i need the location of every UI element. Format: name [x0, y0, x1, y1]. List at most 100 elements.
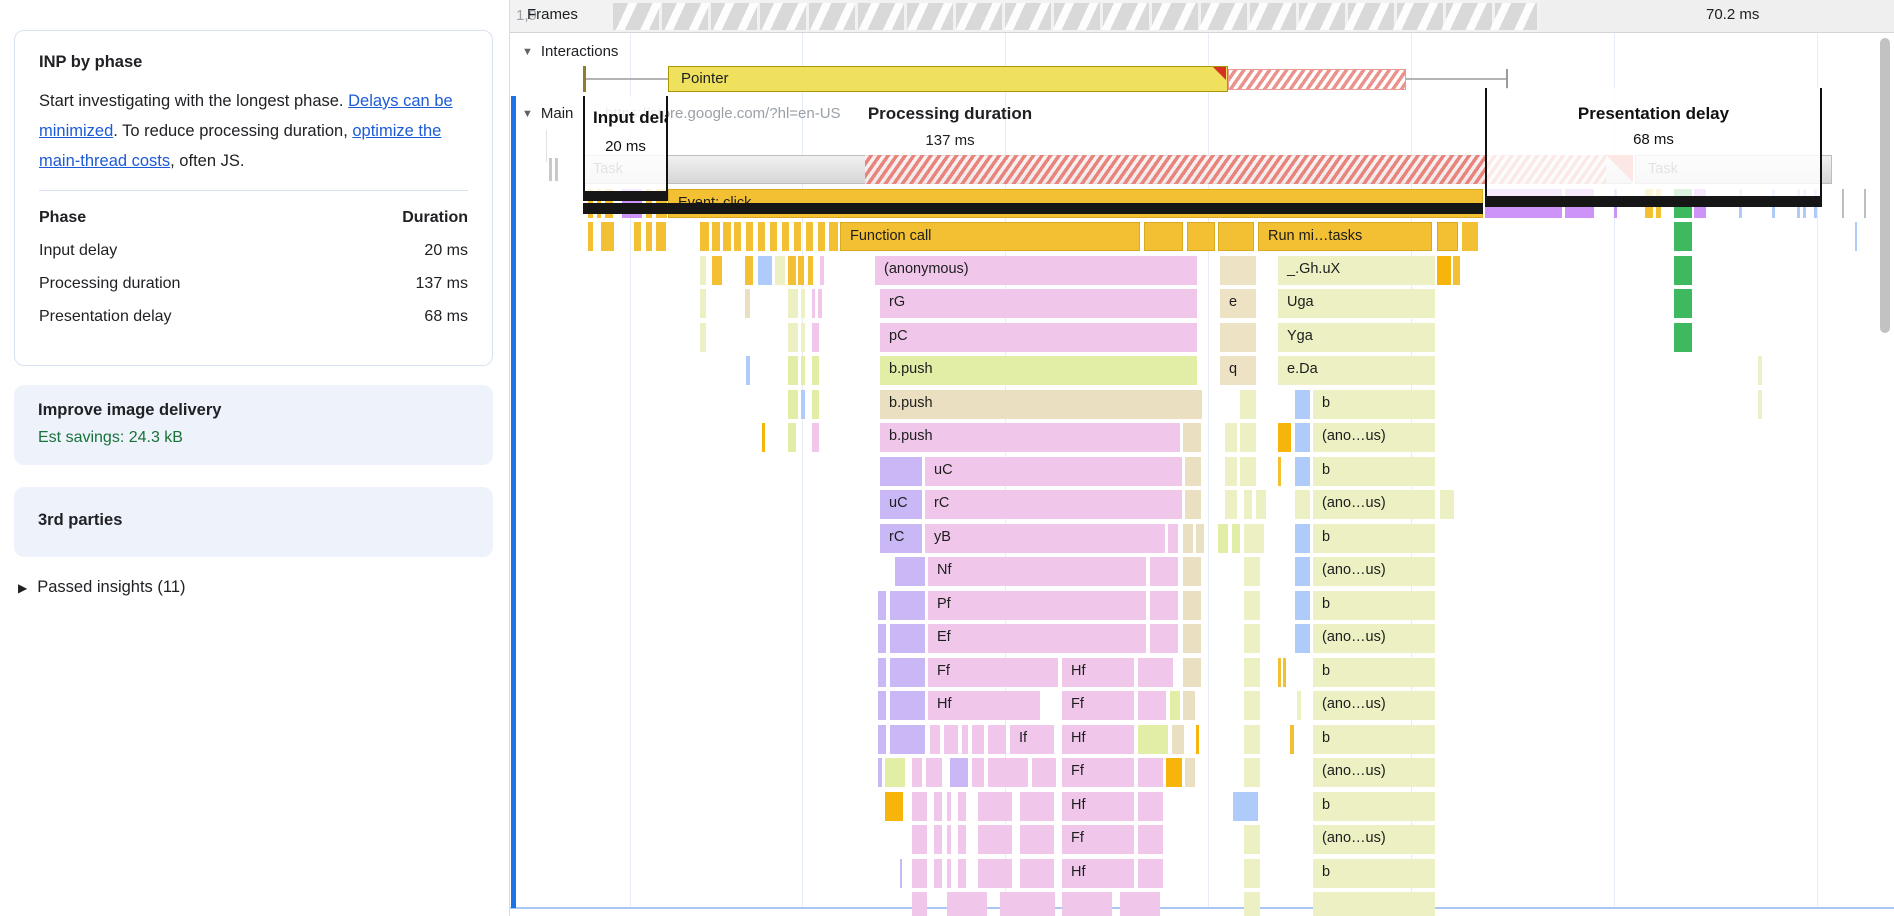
flame-fragment[interactable] [1168, 524, 1178, 553]
flame-fragment[interactable] [934, 825, 942, 854]
delays-minimized-link[interactable]: Delays can be minimized [39, 92, 453, 140]
flame-entry-uga[interactable]: Uga [1278, 289, 1435, 318]
flame-fragment[interactable] [890, 691, 925, 720]
flame-fragment[interactable] [1295, 423, 1310, 452]
flame-fragment[interactable] [1196, 524, 1204, 553]
flame-fragment[interactable] [878, 658, 886, 687]
flame-entry-b[interactable]: b [1313, 591, 1435, 620]
flame-fragment[interactable] [1462, 222, 1478, 251]
flame-fragment[interactable] [1240, 423, 1256, 452]
flame-fragment[interactable] [1295, 557, 1310, 586]
flame-fragment[interactable] [1170, 691, 1180, 720]
flame-entry-pf[interactable]: Pf [928, 591, 1146, 620]
flame-fragment[interactable] [972, 758, 984, 787]
flame-fragment[interactable] [1062, 892, 1112, 916]
flame-fragment[interactable] [1244, 691, 1260, 720]
flame-entry-rc[interactable]: rC [880, 524, 922, 553]
flame-fragment[interactable] [1183, 624, 1201, 653]
flame-fragment[interactable] [601, 222, 614, 251]
flame-entry-nf[interactable]: Nf [928, 557, 1146, 586]
flame-entry-hf[interactable]: Hf [1062, 725, 1134, 754]
flame-fragment[interactable] [1183, 423, 1201, 452]
flame-fragment[interactable] [1295, 390, 1310, 419]
flame-fragment[interactable] [958, 825, 966, 854]
flame-entry--gh-ux[interactable]: _.Gh.uX [1278, 256, 1435, 285]
flame-fragment[interactable] [1674, 256, 1692, 285]
flame-entry-b[interactable]: b [1313, 725, 1435, 754]
flame-fragment[interactable] [978, 859, 1012, 888]
flame-fragment[interactable] [1244, 490, 1252, 519]
flame-fragment[interactable] [712, 256, 722, 285]
optimize-main-thread-link[interactable]: optimize the main-thread costs [39, 122, 442, 170]
flame-fragment[interactable] [912, 892, 927, 916]
flame-fragment[interactable] [1233, 792, 1258, 821]
flame-fragment[interactable] [1183, 557, 1201, 586]
flame-fragment[interactable] [1220, 256, 1256, 285]
flame-fragment[interactable] [1150, 591, 1178, 620]
flame-entry-hf[interactable]: Hf [1062, 658, 1134, 687]
vertical-scrollbar[interactable] [1880, 38, 1890, 333]
flame-fragment[interactable] [988, 725, 1006, 754]
flame-entry--ano-us-[interactable]: (ano…us) [1313, 825, 1435, 854]
flame-fragment[interactable] [829, 222, 838, 251]
flame-fragment[interactable] [1437, 222, 1458, 251]
inp-by-phase-card[interactable]: INP by phase Start investigating with th… [14, 30, 493, 366]
flame-fragment[interactable] [912, 758, 922, 787]
flame-entry-b[interactable]: b [1313, 390, 1435, 419]
flame-entry-pc[interactable]: pC [880, 323, 1197, 352]
flame-fragment[interactable] [1244, 591, 1260, 620]
flame-fragment[interactable] [1295, 524, 1310, 553]
flame-fragment[interactable] [1295, 624, 1310, 653]
flame-fragment[interactable] [788, 323, 798, 352]
flame-fragment[interactable] [912, 825, 927, 854]
flame-fragment[interactable] [1138, 758, 1163, 787]
flame-entry-b-push[interactable]: b.push [880, 356, 1197, 385]
flame-fragment[interactable] [878, 725, 886, 754]
flame-fragment[interactable] [1244, 892, 1260, 916]
flame-fragment[interactable] [1138, 658, 1173, 687]
flame-fragment[interactable] [723, 222, 731, 251]
flame-entry-if[interactable]: If [1010, 725, 1054, 754]
flame-fragment[interactable] [1244, 524, 1264, 553]
flame-fragment[interactable] [912, 792, 927, 821]
flame-fragment[interactable] [1220, 323, 1256, 352]
flame-fragment[interactable] [1440, 490, 1454, 519]
flame-fragment[interactable] [1244, 624, 1260, 653]
flame-fragment[interactable] [1166, 758, 1182, 787]
flame-entry--ano-us-[interactable]: (ano…us) [1313, 758, 1435, 787]
flame-entry--ano-us-[interactable]: (ano…us) [1313, 423, 1435, 452]
flame-fragment[interactable] [890, 624, 925, 653]
flame-entry-hf[interactable]: Hf [1062, 792, 1134, 821]
flame-fragment[interactable] [878, 624, 886, 653]
flame-entry-q[interactable]: q [1220, 356, 1256, 385]
flame-fragment[interactable] [788, 390, 798, 419]
flame-fragment[interactable] [1218, 222, 1254, 251]
flame-entry-b[interactable]: b [1313, 524, 1435, 553]
flame-fragment[interactable] [1244, 725, 1260, 754]
flame-fragment[interactable] [1256, 490, 1266, 519]
flame-entry-b-push[interactable]: b.push [880, 423, 1180, 452]
flame-entry-hf[interactable]: Hf [928, 691, 1040, 720]
flame-fragment[interactable] [947, 892, 987, 916]
flame-fragment[interactable] [1020, 859, 1054, 888]
flame-fragment[interactable] [1240, 390, 1256, 419]
main-track-header[interactable]: ▼ Main [522, 105, 573, 122]
flame-fragment[interactable] [788, 289, 798, 318]
flame-entry-uc[interactable]: uC [880, 490, 922, 519]
improve-image-delivery-card[interactable]: Improve image delivery Est savings: 24.3… [14, 385, 493, 465]
flame-fragment[interactable] [1674, 222, 1692, 251]
flame-fragment[interactable] [1183, 524, 1193, 553]
third-parties-card[interactable]: 3rd parties [14, 487, 493, 557]
pointer-interaction-bar[interactable]: Pointer [668, 66, 1228, 92]
flame-fragment[interactable] [890, 725, 925, 754]
flame-fragment[interactable] [1225, 490, 1237, 519]
flame-fragment[interactable] [1183, 591, 1201, 620]
flame-fragment[interactable] [1172, 725, 1184, 754]
flame-fragment[interactable] [1295, 490, 1310, 519]
flame-fragment[interactable] [1032, 758, 1056, 787]
flame-fragment[interactable] [1000, 892, 1055, 916]
flame-fragment[interactable] [912, 859, 927, 888]
flame-fragment[interactable] [788, 256, 796, 285]
flame-entry-ff[interactable]: Ff [1062, 825, 1134, 854]
flame-fragment[interactable] [1437, 256, 1451, 285]
